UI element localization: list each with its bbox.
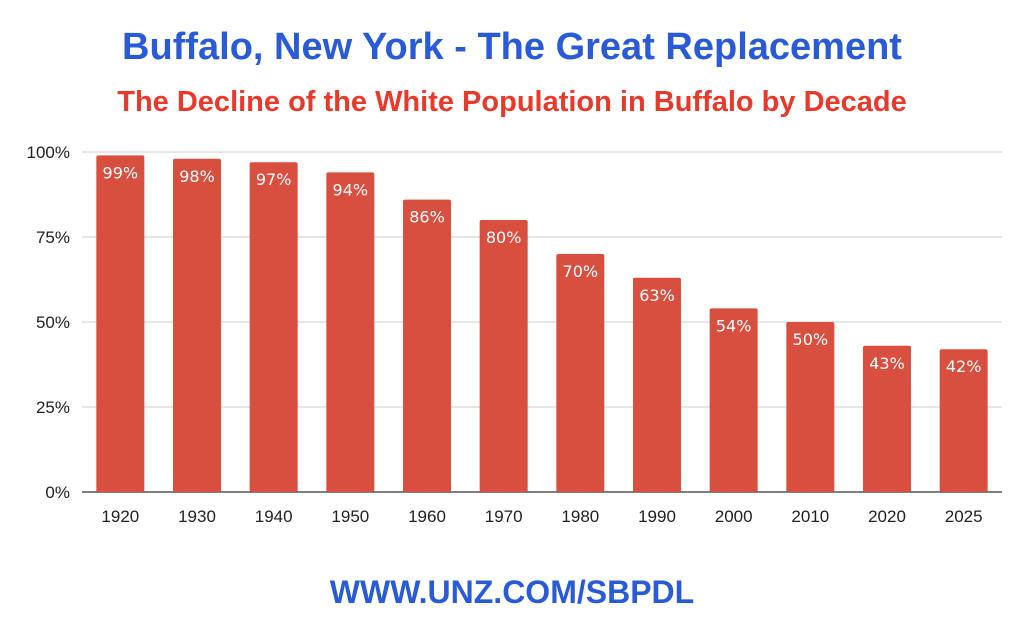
bar — [786, 322, 835, 492]
x-tick-label: 2010 — [791, 507, 829, 526]
x-tick-label: 1940 — [255, 507, 293, 526]
data-label: 43% — [869, 354, 905, 373]
data-label: 63% — [639, 286, 675, 305]
bar — [709, 308, 758, 492]
bar — [939, 349, 988, 492]
footer-url: WWW.UNZ.COM/SBPDL — [329, 574, 695, 610]
data-label: 99% — [103, 163, 139, 182]
data-label: 54% — [716, 316, 752, 335]
data-label: 97% — [256, 170, 292, 189]
bar — [863, 345, 911, 492]
x-tick-label: 1990 — [638, 507, 676, 526]
x-tick-label: 1960 — [408, 507, 446, 526]
x-tick-label: 2025 — [945, 507, 983, 526]
bar — [556, 254, 605, 492]
y-tick-label: 75% — [36, 228, 70, 247]
bar — [173, 158, 221, 493]
bar — [249, 162, 298, 492]
x-tick-label: 2000 — [715, 507, 753, 526]
bar — [479, 220, 528, 492]
x-tick-label: 1930 — [178, 507, 216, 526]
data-label: 94% — [333, 180, 369, 199]
data-label: 80% — [486, 228, 522, 247]
data-label: 50% — [793, 330, 829, 349]
bar — [403, 199, 451, 492]
data-label: 70% — [563, 262, 599, 281]
y-axis-tick-labels: 0% 25% 50% 75% 100% — [27, 143, 70, 502]
x-tick-label: 1950 — [331, 507, 369, 526]
y-tick-label: 0% — [45, 483, 70, 502]
x-tick-label: 1980 — [561, 507, 599, 526]
data-label: 98% — [179, 167, 215, 186]
x-tick-label: 1970 — [485, 507, 523, 526]
bar — [633, 277, 681, 492]
x-tick-label: 1920 — [101, 507, 139, 526]
bar — [96, 155, 145, 492]
bar — [326, 172, 375, 492]
x-tick-label: 2020 — [868, 507, 906, 526]
chart-title: Buffalo, New York - The Great Replacemen… — [122, 26, 902, 68]
gridlines — [82, 151, 1002, 493]
data-label: 86% — [409, 208, 445, 227]
y-tick-label: 25% — [36, 398, 70, 417]
y-tick-label: 50% — [36, 313, 70, 332]
chart-subtitle: The Decline of the White Population in B… — [117, 86, 907, 118]
data-label: 42% — [946, 357, 982, 376]
x-axis-tick-labels: 1920 1930 1940 1950 1960 1970 1980 1990 2000 2010… — [101, 507, 982, 526]
bars: 99% 98% 97% 94% 86% 80% 70% 63% 54% 50% 43% 42% — [96, 155, 988, 493]
y-tick-label: 100% — [27, 143, 70, 162]
